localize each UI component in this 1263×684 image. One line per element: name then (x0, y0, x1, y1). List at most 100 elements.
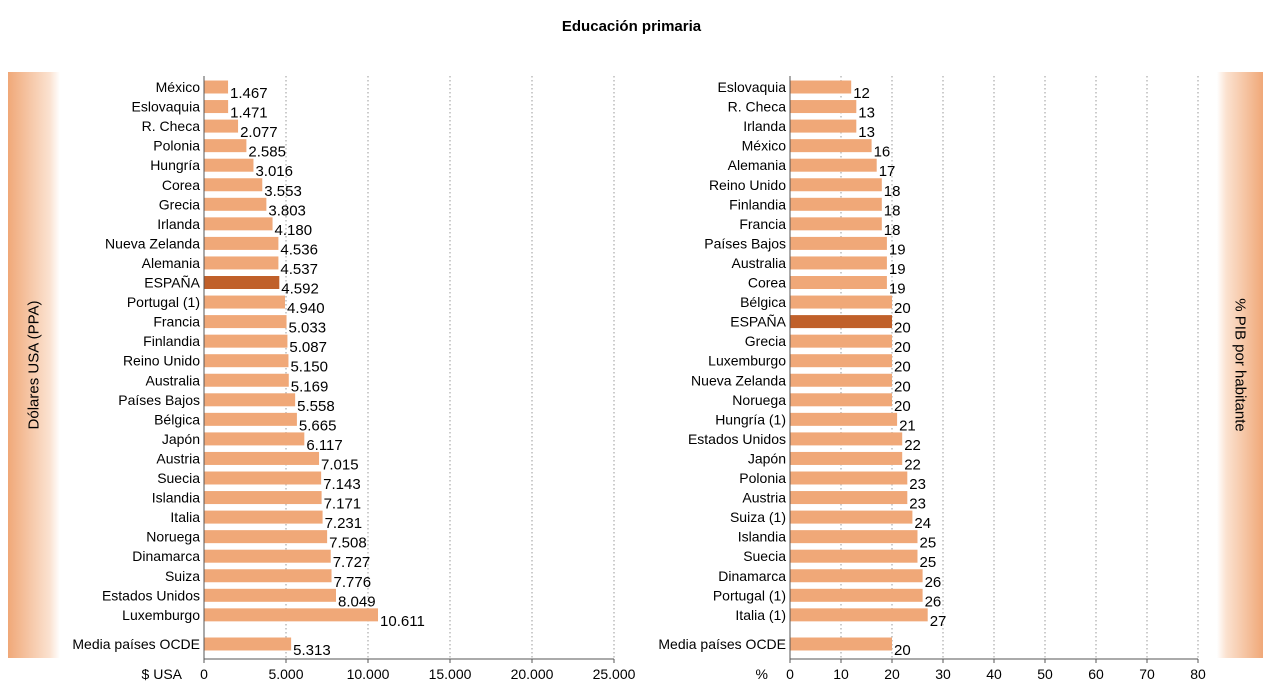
usd-value-label: 4.180 (275, 222, 313, 239)
usd-value-label: 8.049 (338, 593, 376, 610)
usd-bar (204, 217, 273, 231)
usd-value-label: 5.169 (291, 378, 329, 395)
usd-category-label: Eslovaquia (132, 99, 201, 115)
usd-category-label: Reino Unido (123, 353, 200, 369)
usd-category-label: Dinamarca (132, 548, 200, 564)
gdp-bar (790, 588, 923, 602)
gdp-category-label: Australia (732, 255, 787, 271)
usd-bar (204, 588, 337, 602)
gdp-value-label: 16 (874, 144, 891, 161)
usd-category-label: Portugal (1) (127, 294, 200, 310)
usd-bar (204, 315, 287, 329)
gdp-value-label: 12 (853, 85, 870, 102)
usd-bar (204, 530, 328, 544)
gdp-category-label: Grecia (745, 333, 786, 349)
usd-category-label: Suiza (165, 568, 200, 584)
usd-bar (204, 236, 279, 250)
usd-value-label: 4.537 (280, 261, 318, 278)
gdp-category-label: Austria (742, 490, 786, 506)
usd-category-label: Bélgica (154, 411, 200, 427)
gdp-category-label: Portugal (1) (713, 587, 786, 603)
usd-value-label: 4.592 (281, 281, 319, 298)
usd-value-label: 1.467 (230, 85, 268, 102)
gdp-bar (790, 373, 892, 387)
usd-value-label: 4.536 (280, 241, 318, 258)
gdp-value-label: 20 (894, 339, 911, 356)
gdp-category-label: Reino Unido (709, 177, 786, 193)
gdp-bar (790, 491, 908, 505)
gdp-bar (790, 100, 857, 114)
usd-value-label: 5.150 (290, 359, 328, 376)
gdp-bar (790, 549, 918, 563)
gdp-bar (790, 393, 892, 407)
gdp-category-label: México (742, 138, 787, 154)
usd-value-label: 5.087 (289, 339, 327, 356)
gdp-category-label: ESPAÑA (730, 314, 786, 330)
gdp-bar (790, 276, 887, 289)
usd-value-label: 7.727 (333, 554, 371, 571)
usd-average-value: 5.313 (293, 642, 331, 659)
usd-bar (204, 412, 297, 426)
usd-bar (204, 178, 263, 192)
usd-value-label: 7.776 (334, 574, 372, 591)
usd-value-label: 5.665 (299, 417, 337, 434)
gdp-value-label: 25 (920, 554, 937, 571)
gdp-bar (790, 412, 898, 426)
gdp-value-label: 18 (884, 183, 901, 200)
usd-category-label: Finlandia (143, 333, 200, 349)
gdp-category-label: Francia (739, 216, 786, 232)
usd-value-label: 10.611 (380, 613, 425, 630)
usd-category-label: Francia (153, 314, 200, 330)
gdp-value-label: 19 (889, 281, 906, 298)
gdp-tick-label: 20 (884, 666, 900, 682)
gdp-bar (790, 530, 918, 544)
gdp-value-label: 20 (894, 359, 911, 376)
usd-value-label: 5.558 (297, 398, 335, 415)
gdp-category-label: Hungría (1) (715, 411, 786, 427)
usd-tick-label: 0 (200, 666, 208, 682)
usd-bar (204, 373, 289, 387)
gdp-bar (790, 471, 908, 485)
gdp-category-label: R. Checa (728, 99, 787, 115)
usd-bar (204, 80, 229, 94)
usd-bar (204, 608, 379, 622)
usd-bar (204, 354, 289, 368)
gdp-value-label: 23 (909, 496, 926, 513)
usd-bar (204, 334, 288, 348)
usd-category-label: Suecia (157, 470, 200, 486)
usd-bar (204, 256, 279, 270)
usd-bar (204, 569, 332, 583)
gdp-tick-label: 60 (1088, 666, 1104, 682)
gdp-value-label: 26 (925, 593, 942, 610)
gdp-bar (790, 178, 882, 192)
usd-value-label: 3.016 (255, 163, 293, 180)
usd-value-label: 7.143 (323, 476, 361, 493)
usd-bar-highlight (204, 276, 280, 289)
gdp-tick-label: 30 (935, 666, 951, 682)
usd-bar (204, 451, 320, 465)
usd-category-label: Países Bajos (118, 392, 200, 408)
usd-category-label: Japón (162, 431, 200, 447)
gdp-value-label: 20 (894, 398, 911, 415)
usd-category-label: Italia (170, 509, 200, 525)
usd-bar (204, 139, 247, 153)
gdp-value-label: 24 (914, 515, 931, 532)
gdp-bar (790, 158, 877, 172)
gdp-bar (790, 569, 923, 583)
usd-value-label: 7.015 (321, 456, 359, 473)
gdp-value-label: 25 (920, 535, 937, 552)
gdp-category-label: Islandia (738, 529, 786, 545)
gdp-bar (790, 256, 887, 270)
usd-bar (204, 471, 322, 485)
usd-value-label: 3.553 (264, 183, 302, 200)
gdp-bar (790, 451, 903, 465)
usd-tick-label: 5.000 (268, 666, 303, 682)
gdp-axis-unit-label: % (756, 666, 768, 682)
usd-category-label: Irlanda (157, 216, 200, 232)
gdp-bar (790, 217, 882, 231)
gdp-bar (790, 510, 913, 524)
gdp-category-label: Japón (748, 450, 786, 466)
gdp-average-label: Media países OCDE (658, 636, 786, 652)
usd-category-label: Noruega (146, 529, 200, 545)
gdp-bar (790, 608, 928, 622)
